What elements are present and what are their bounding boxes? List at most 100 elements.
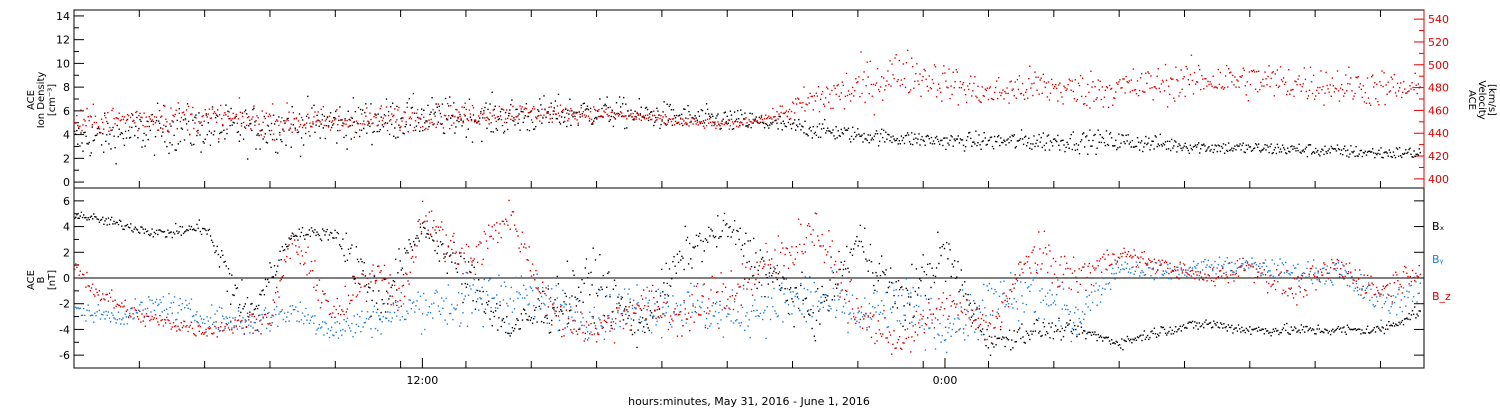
data-point xyxy=(1149,267,1151,269)
data-point xyxy=(1408,312,1410,315)
data-point xyxy=(78,127,80,130)
data-point xyxy=(985,345,987,347)
data-point xyxy=(398,306,400,309)
data-point xyxy=(1119,146,1121,148)
data-point xyxy=(532,128,535,130)
data-point xyxy=(1046,96,1049,98)
data-point xyxy=(127,316,130,318)
data-point xyxy=(1153,148,1155,150)
data-point xyxy=(134,226,136,228)
data-point xyxy=(1188,83,1190,86)
data-point xyxy=(230,107,232,110)
data-point xyxy=(367,120,369,122)
data-point xyxy=(1040,136,1042,139)
data-point xyxy=(653,124,655,127)
data-point xyxy=(759,312,762,315)
data-point xyxy=(1176,79,1178,81)
data-point xyxy=(919,73,921,75)
data-point xyxy=(984,137,986,139)
data-point xyxy=(75,216,77,218)
data-point xyxy=(611,318,613,320)
data-point xyxy=(1281,144,1284,146)
data-point xyxy=(792,301,794,303)
data-point xyxy=(268,281,270,283)
data-point xyxy=(1176,331,1178,333)
data-point xyxy=(647,119,650,122)
data-point xyxy=(1041,334,1043,337)
data-point xyxy=(142,124,144,127)
data-point xyxy=(1239,328,1241,330)
data-point xyxy=(552,110,554,112)
data-point xyxy=(833,135,835,137)
data-point xyxy=(1262,149,1264,151)
data-point xyxy=(260,294,262,296)
data-point xyxy=(1327,332,1329,334)
data-point xyxy=(1328,330,1331,332)
data-point xyxy=(217,115,219,117)
data-point xyxy=(120,132,122,134)
data-point xyxy=(227,268,230,270)
data-point xyxy=(409,124,411,126)
data-point xyxy=(1379,81,1381,83)
data-point xyxy=(908,141,911,143)
data-point xyxy=(1373,152,1375,154)
data-point xyxy=(827,127,829,129)
data-point xyxy=(255,329,258,331)
data-point xyxy=(645,297,647,299)
data-point xyxy=(773,287,775,290)
data-point xyxy=(525,288,527,291)
data-point xyxy=(416,116,419,119)
data-point xyxy=(87,217,89,219)
data-point xyxy=(466,118,468,120)
data-point xyxy=(442,307,444,309)
data-point xyxy=(301,119,304,121)
data-point xyxy=(390,119,392,121)
data-point xyxy=(460,118,462,120)
data-point xyxy=(1116,260,1118,262)
data-point xyxy=(271,103,274,105)
data-point xyxy=(621,115,623,118)
data-point xyxy=(1009,136,1011,138)
data-point xyxy=(1274,146,1276,149)
data-point xyxy=(800,284,802,287)
data-point xyxy=(734,120,737,122)
data-point xyxy=(968,299,970,302)
data-point xyxy=(324,234,326,236)
data-point xyxy=(590,123,593,125)
data-point xyxy=(1135,93,1138,95)
data-point xyxy=(1108,133,1111,135)
data-point xyxy=(1081,332,1084,334)
data-point xyxy=(788,288,791,291)
data-point xyxy=(959,327,961,330)
data-point xyxy=(858,240,860,242)
data-point xyxy=(358,135,361,138)
data-point xyxy=(616,112,619,115)
data-point xyxy=(771,123,773,125)
data-point xyxy=(1414,72,1416,74)
data-point xyxy=(454,132,456,134)
data-point xyxy=(752,122,754,124)
data-point xyxy=(716,246,718,248)
data-point xyxy=(236,131,238,134)
data-point xyxy=(76,214,78,216)
data-point xyxy=(1354,328,1356,330)
data-point xyxy=(206,133,208,136)
data-point xyxy=(1250,150,1253,152)
data-point xyxy=(729,308,731,310)
data-point xyxy=(1177,266,1179,268)
data-point xyxy=(288,111,290,113)
data-point xyxy=(266,142,269,144)
data-point xyxy=(1375,326,1378,328)
data-point xyxy=(1064,150,1066,153)
data-point xyxy=(379,318,381,321)
data-point xyxy=(74,217,76,219)
data-point xyxy=(210,304,213,306)
data-point xyxy=(1039,330,1041,333)
data-point xyxy=(286,246,288,248)
data-point xyxy=(1061,139,1063,142)
data-point xyxy=(1289,333,1291,335)
data-point xyxy=(503,121,506,124)
data-point xyxy=(243,305,245,308)
data-point xyxy=(1087,153,1089,155)
data-point xyxy=(197,227,199,229)
